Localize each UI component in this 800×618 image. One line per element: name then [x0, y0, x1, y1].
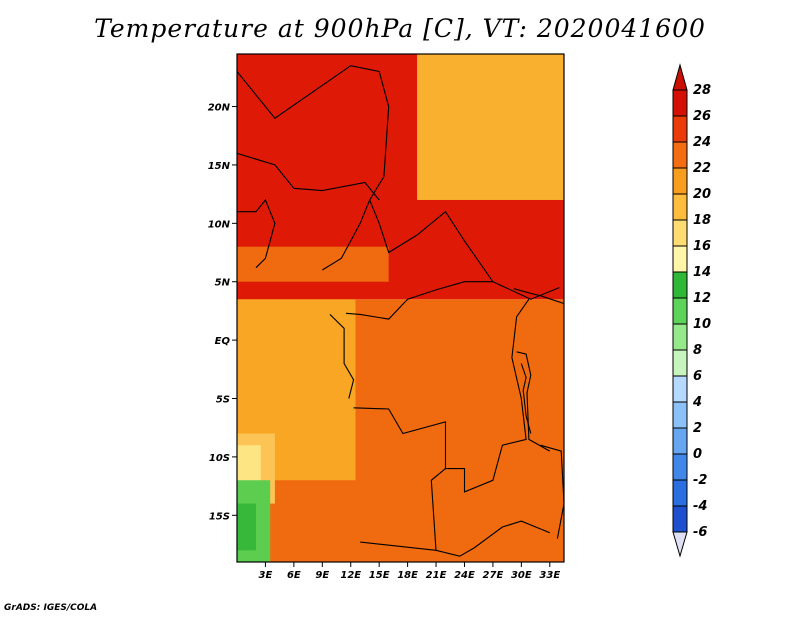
colorbar-swatch	[672, 219, 688, 247]
lat-tick-label: 15N	[208, 161, 231, 172]
colorbar-swatch	[672, 115, 688, 143]
lon-tick-label: 30E	[511, 570, 532, 581]
lat-tick-label: EQ	[215, 336, 231, 347]
colorbar-label: 12	[693, 291, 711, 306]
lon-tick-label: 6E	[287, 570, 301, 581]
border-line-6	[353, 298, 530, 493]
colorbar-swatch	[672, 349, 688, 377]
border-line-10	[520, 363, 532, 434]
colorbar-label: -4	[693, 499, 707, 514]
field-band-14-16-namib-edge	[237, 503, 256, 551]
field-band-20-24-sudan-egypt	[417, 54, 564, 200]
colorbar-label: 24	[693, 135, 711, 150]
border-line-2	[237, 198, 276, 269]
grads-credit: GrADS: IGES/COLA	[4, 603, 98, 613]
colorbar-label: 6	[693, 369, 702, 384]
lon-tick-label: 15E	[369, 570, 390, 581]
lat-tick-label: 5S	[216, 395, 230, 406]
colorbar-label: 2	[693, 421, 702, 436]
colorbar-top-arrow	[672, 63, 688, 91]
colorbar-swatch	[672, 245, 688, 273]
border-line-9	[516, 351, 551, 452]
colorbar-label: 28	[693, 83, 711, 98]
lon-tick-label: 24E	[454, 570, 475, 581]
colorbar-swatch	[672, 505, 688, 533]
lon-tick-label: 33E	[539, 570, 560, 581]
colorbar-bottom-arrow	[672, 531, 688, 558]
longitude-axis: 3E 6E 9E 12E 15E 18E 21E 24E 27E 30E 33E	[259, 562, 560, 581]
border-line-11	[540, 444, 564, 539]
colorbar-swatch	[672, 427, 688, 455]
lon-tick-label: 9E	[315, 570, 329, 581]
colorbar-label: 8	[693, 343, 702, 358]
colorbar-label: 18	[693, 213, 711, 228]
latitude-axis: 20N 15N 10N 5N EQ 5S 10S 15S	[208, 103, 237, 522]
border-line-0	[237, 65, 560, 300]
border-line-8	[430, 468, 446, 551]
border-line-12	[513, 288, 564, 305]
lon-tick-label: 27E	[483, 570, 504, 581]
colorbar-label: 0	[693, 447, 702, 462]
colorbar-label: -2	[693, 473, 707, 488]
border-line-5	[329, 314, 355, 399]
colorbar-swatch	[672, 271, 688, 299]
colorbar-label: -6	[693, 525, 707, 540]
colorbar-label: 16	[693, 239, 711, 254]
lat-tick-label: 5N	[215, 278, 231, 289]
colorbar-label: 20	[693, 187, 711, 202]
temperature-field	[237, 54, 564, 562]
border-line-1	[237, 152, 380, 201]
lat-tick-label: 10N	[208, 219, 231, 230]
colorbar-swatch	[672, 401, 688, 429]
lat-tick-label: 20N	[208, 103, 231, 114]
lon-tick-label: 3E	[259, 570, 273, 581]
colorbar-label: 22	[693, 161, 711, 176]
colorbar-swatch	[672, 479, 688, 507]
lat-tick-label: 15S	[209, 511, 230, 522]
colorbar-label: 10	[693, 317, 711, 332]
colorbar-swatch	[672, 375, 688, 403]
map-title: Temperature at 900hPa [C], VT: 202004160…	[94, 14, 706, 43]
lon-tick-label: 12E	[340, 570, 361, 581]
lon-tick-label: 21E	[426, 570, 447, 581]
colorbar-swatch	[672, 167, 688, 195]
lat-tick-label: 10S	[209, 453, 230, 464]
map-frame	[236, 53, 565, 563]
colorbar-swatch	[672, 141, 688, 169]
lon-tick-label: 18E	[397, 570, 418, 581]
border-line-4	[345, 281, 493, 320]
field-band-24-26-gulf-guinea	[237, 246, 389, 282]
colorbar-label: 14	[693, 265, 711, 280]
colorbar-swatch	[672, 323, 688, 351]
colorbar-swatch	[672, 89, 688, 117]
colorbar-label: 26	[693, 109, 711, 124]
border-line-3	[322, 199, 371, 271]
colorbar-swatch	[672, 297, 688, 325]
colorbar-swatch	[672, 193, 688, 221]
country-borders	[237, 65, 564, 557]
colorbar-swatch	[672, 453, 688, 481]
colorbar-label: 4	[692, 395, 702, 410]
